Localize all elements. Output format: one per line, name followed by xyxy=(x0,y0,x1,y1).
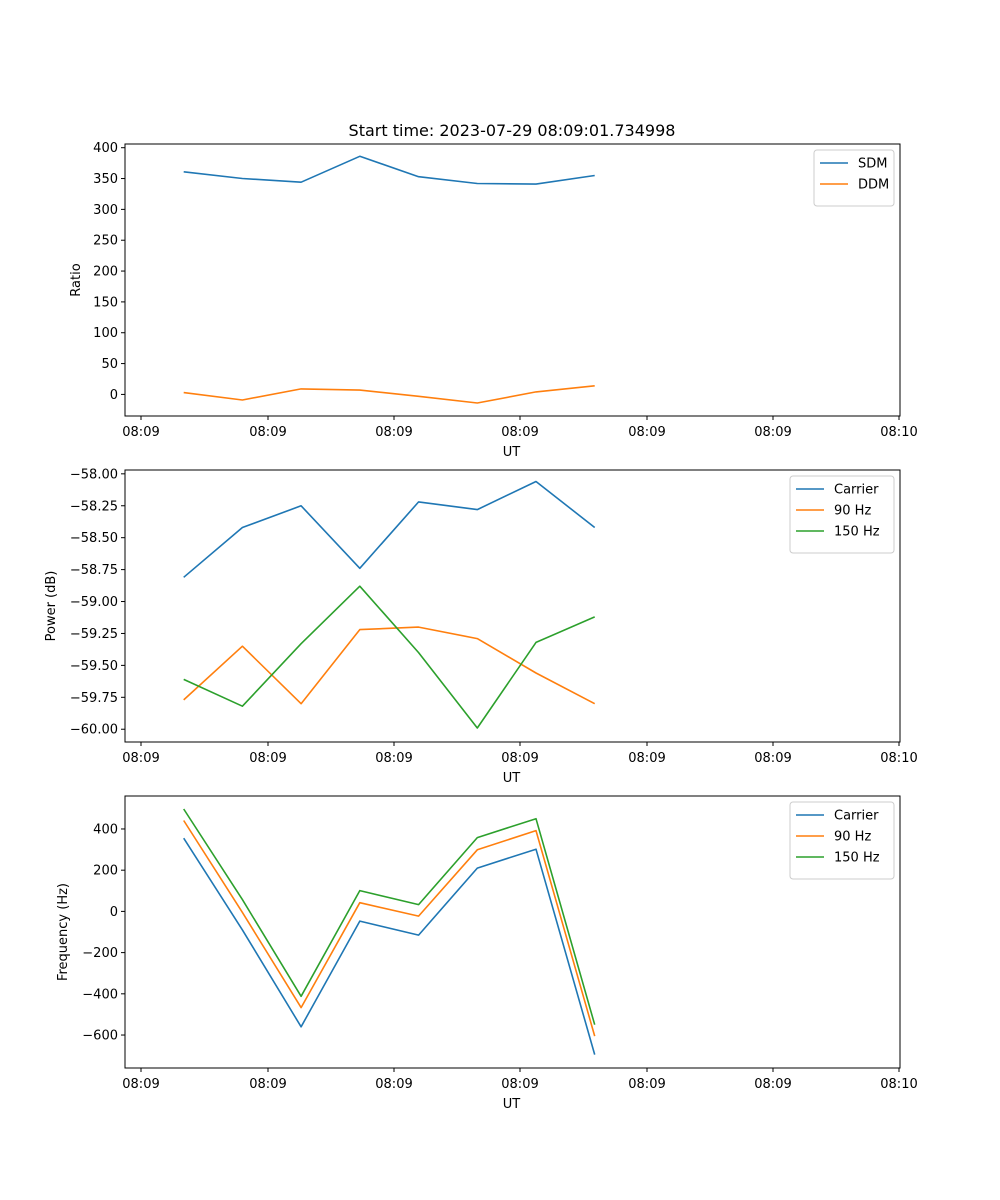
y-tick-label: 300 xyxy=(93,203,118,218)
x-tick-label: 08:09 xyxy=(628,751,665,766)
y-tick-label: 350 xyxy=(93,172,118,187)
x-tick-label: 08:09 xyxy=(628,1077,665,1092)
y-tick-label: −59.25 xyxy=(70,627,118,642)
series-line-90-hz xyxy=(183,626,596,705)
y-tick-label: −59.50 xyxy=(70,659,118,674)
y-tick-label: 0 xyxy=(110,388,118,403)
figure-title: Start time: 2023-07-29 08:09:01.734998 xyxy=(349,121,676,140)
x-tick-label: 08:09 xyxy=(249,751,286,766)
y-tick-label: 400 xyxy=(93,141,118,156)
x-tick-label: 08:09 xyxy=(501,425,538,440)
legend-box xyxy=(789,801,895,880)
x-tick-label: 08:09 xyxy=(122,1077,159,1092)
x-tick-label: 08:09 xyxy=(501,1077,538,1092)
y-axis-label: Power (dB) xyxy=(44,571,59,642)
y-tick-label: −600 xyxy=(82,1029,118,1044)
axes-frame xyxy=(124,795,901,1069)
x-tick-label: 08:09 xyxy=(375,425,412,440)
x-axis-label: UT xyxy=(503,1097,521,1112)
x-tick-label: 08:09 xyxy=(754,1077,791,1092)
x-tick-label: 08:10 xyxy=(880,425,917,440)
legend: Carrier 90 Hz 150 Hz xyxy=(789,475,895,554)
subplot-1: 0 50 100 150 200 250 300 350 400 08:09 08:09 08:09 0… xyxy=(69,141,918,460)
y-tick-label: −58.00 xyxy=(70,467,118,482)
x-tick-label: 08:09 xyxy=(122,425,159,440)
axes-frame xyxy=(124,469,901,743)
x-axis-label: UT xyxy=(503,445,521,460)
x-tick-label: 08:09 xyxy=(754,751,791,766)
y-tick-label: −60.00 xyxy=(70,723,118,738)
legend-label: 90 Hz xyxy=(834,504,871,519)
y-axis-label: Ratio xyxy=(69,263,84,296)
y-tick-label: −58.50 xyxy=(70,531,118,546)
subplot-2: −58.00 −58.25 −58.50 −58.75 −59.00 −59.25 −59.… xyxy=(44,467,918,786)
y-tick-label: −58.25 xyxy=(70,499,118,514)
x-tick-label: 08:09 xyxy=(122,751,159,766)
y-tick-label: 200 xyxy=(93,265,118,280)
series-line-150-hz xyxy=(183,585,596,729)
legend: Carrier 90 Hz 150 Hz xyxy=(789,801,895,880)
legend: SDM DDM xyxy=(813,149,895,207)
series-line-carrier xyxy=(183,480,596,578)
legend-label: Carrier xyxy=(834,483,879,498)
legend-label: DDM xyxy=(858,178,889,193)
y-axis-label: Frequency (Hz) xyxy=(56,883,71,981)
y-tick-label: −59.00 xyxy=(70,595,118,610)
x-tick-label: 08:09 xyxy=(375,1077,412,1092)
x-tick-label: 08:09 xyxy=(249,425,286,440)
y-tick-label: −58.75 xyxy=(70,563,118,578)
x-tick-label: 08:10 xyxy=(880,1077,917,1092)
plots: 0 50 100 150 200 250 300 350 400 08:09 08:09 08:09 0… xyxy=(44,141,918,1112)
subplot-3: 400 200 0 −200 −400 −600 08:09 08:09 08:09 08:09 0… xyxy=(56,795,918,1112)
y-tick-label: 150 xyxy=(93,295,118,310)
series-line-sdm xyxy=(183,155,595,185)
x-tick-label: 08:09 xyxy=(754,425,791,440)
legend-label: Carrier xyxy=(834,809,879,824)
series-line-150-hz xyxy=(183,808,596,1025)
y-tick-label: −59.75 xyxy=(70,691,118,706)
legend-label: 150 Hz xyxy=(834,851,880,866)
y-tick-label: 200 xyxy=(93,864,118,879)
series-line-ddm xyxy=(183,385,595,404)
series-line-carrier xyxy=(183,837,596,1055)
x-axis-label: UT xyxy=(503,771,521,786)
legend-label: 90 Hz xyxy=(834,830,871,845)
legend-box xyxy=(789,475,895,554)
x-tick-label: 08:09 xyxy=(375,751,412,766)
y-tick-label: −200 xyxy=(82,946,118,961)
legend-box xyxy=(813,149,895,207)
y-tick-label: 400 xyxy=(93,822,118,837)
y-tick-label: 250 xyxy=(93,234,118,249)
y-tick-label: 0 xyxy=(110,905,118,920)
y-tick-label: −400 xyxy=(82,987,118,1002)
y-tick-label: 100 xyxy=(93,326,118,341)
x-tick-label: 08:09 xyxy=(501,751,538,766)
legend-label: SDM xyxy=(858,157,887,172)
legend-label: 150 Hz xyxy=(834,525,880,540)
series-line-90-hz xyxy=(183,820,596,1037)
y-tick-label: 50 xyxy=(101,357,118,372)
x-tick-label: 08:09 xyxy=(628,425,665,440)
x-tick-label: 08:10 xyxy=(880,751,917,766)
x-tick-label: 08:09 xyxy=(249,1077,286,1092)
axes-frame xyxy=(124,143,901,417)
